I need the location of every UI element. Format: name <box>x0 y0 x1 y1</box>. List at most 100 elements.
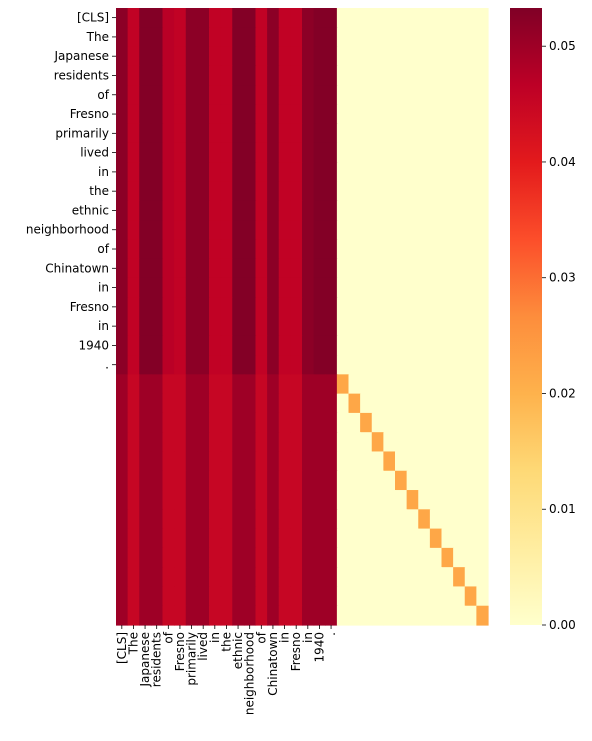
heatmap-cell <box>220 27 233 48</box>
heatmap-cell <box>406 509 419 530</box>
heatmap-cell <box>383 65 396 86</box>
heatmap-cell <box>220 123 233 144</box>
heatmap-cell <box>441 46 454 67</box>
heatmap-cell <box>418 335 431 356</box>
heatmap-cell <box>290 316 303 337</box>
heatmap-cell <box>197 239 210 260</box>
heatmap-cell <box>464 85 477 106</box>
heatmap-cell <box>255 547 268 568</box>
heatmap-cell <box>209 605 222 626</box>
heatmap-cell <box>139 104 152 125</box>
heatmap-cell <box>336 393 350 414</box>
heatmap-cell <box>418 374 431 395</box>
heatmap-cell <box>197 490 210 510</box>
heatmap-cell <box>360 605 373 626</box>
heatmap-cell <box>464 490 477 510</box>
heatmap-cell <box>278 104 291 125</box>
heatmap-cell <box>139 200 152 221</box>
heatmap-cell <box>127 27 140 48</box>
heatmap-cell <box>243 432 257 453</box>
heatmap-cell <box>406 65 419 86</box>
heatmap-cell <box>464 335 477 356</box>
heatmap-cell <box>302 220 315 240</box>
heatmap-cell <box>325 123 338 144</box>
heatmap-cell <box>302 547 315 568</box>
heatmap-cell <box>220 65 233 86</box>
heatmap-cell <box>232 200 245 221</box>
heatmap-cell <box>348 258 361 279</box>
heatmap-cell <box>197 451 210 472</box>
heatmap-cell <box>255 65 268 86</box>
heatmap-cell <box>150 65 164 86</box>
heatmap-cell <box>464 181 477 202</box>
heatmap-cell <box>453 374 466 395</box>
heatmap-cell <box>174 432 187 453</box>
heatmap-cell <box>360 8 373 28</box>
heatmap-cell <box>395 123 408 144</box>
heatmap-cell <box>360 239 373 260</box>
heatmap-cell <box>150 123 164 144</box>
heatmap-cell <box>232 162 245 183</box>
heatmap-cell <box>278 335 291 356</box>
heatmap-cell <box>232 65 245 86</box>
heatmap-cell <box>464 46 477 67</box>
heatmap-cell <box>348 65 361 86</box>
heatmap-cell <box>139 27 152 48</box>
heatmap-cell <box>278 393 291 414</box>
heatmap-cell <box>116 586 129 607</box>
heatmap-cell <box>278 65 291 86</box>
heatmap-cell <box>313 393 326 414</box>
heatmap-cell <box>360 432 373 453</box>
heatmap-cell <box>406 162 419 183</box>
heatmap-cell <box>302 374 315 395</box>
heatmap-cell <box>302 567 315 588</box>
y-tick-label: ethnic <box>72 203 109 217</box>
heatmap-cell <box>476 162 489 183</box>
heatmap-cell <box>429 470 443 491</box>
heatmap-cell <box>209 123 222 144</box>
heatmap-cell <box>197 142 210 163</box>
heatmap-cell <box>395 8 408 28</box>
heatmap-cell <box>360 258 373 279</box>
heatmap-cell <box>418 123 431 144</box>
heatmap-cell <box>406 374 419 395</box>
heatmap-cell <box>336 258 350 279</box>
heatmap-cell <box>325 8 338 28</box>
colorbar-tick-label: 0.05 <box>549 39 576 53</box>
x-tick-label: in <box>208 632 222 643</box>
heatmap-cell <box>267 393 280 414</box>
heatmap-cell <box>267 123 280 144</box>
x-tick-label: the <box>219 632 233 652</box>
heatmap-cell <box>139 297 152 318</box>
heatmap-cell <box>278 277 291 298</box>
colorbar-tick-label: 0.02 <box>549 386 576 400</box>
heatmap-cell <box>429 8 443 28</box>
heatmap-cell <box>197 123 210 144</box>
heatmap-cell <box>220 567 233 588</box>
heatmap-cell <box>232 393 245 414</box>
heatmap-cell <box>209 181 222 202</box>
heatmap-cell <box>255 181 268 202</box>
heatmap-cell <box>139 355 152 375</box>
heatmap-cell <box>383 46 396 67</box>
heatmap-cell <box>162 547 175 568</box>
heatmap-cell <box>255 104 268 125</box>
x-tick-label: in <box>301 632 315 643</box>
heatmap-cell <box>185 605 198 626</box>
heatmap-cell <box>267 451 280 472</box>
heatmap-cell <box>418 547 431 568</box>
heatmap-cell <box>313 316 326 337</box>
heatmap-cell <box>150 181 164 202</box>
heatmap-cell <box>453 412 466 433</box>
heatmap-cell <box>348 142 361 163</box>
heatmap-cell <box>360 528 373 549</box>
heatmap-cell <box>313 355 326 375</box>
heatmap-cell <box>232 374 245 395</box>
heatmap-cell <box>139 316 152 337</box>
heatmap-cell <box>185 220 198 240</box>
heatmap-cell <box>116 393 129 414</box>
heatmap-cell <box>209 374 222 395</box>
heatmap-cell <box>185 142 198 163</box>
heatmap-cell <box>453 355 466 375</box>
heatmap-cell <box>325 162 338 183</box>
